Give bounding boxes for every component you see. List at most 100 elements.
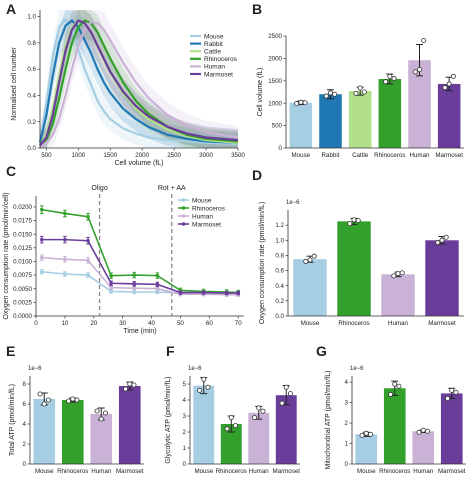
bar-marmoset [437,83,461,148]
x-tick-label: Rhinoceros [374,152,405,159]
y-axis-title-c: Oxygen consumption rate (pmol/min/cell) [3,192,10,319]
y-tick-label: 0.0200 [13,204,32,211]
y-tick-label: 0 [23,461,27,468]
y-tick-label: 4 [23,421,27,428]
x-tick-label: Human [91,468,112,475]
bar-marmoset [275,395,297,464]
series-line-mouse [38,18,239,146]
series-band-marmoset [40,10,238,148]
chart-f: Mouse Rhinoceros Human Marmoset 0 1 2 3 4 5 1e−6 Gl… [165,366,300,475]
data-point [197,387,203,393]
x-tick-label: 30 [119,320,126,327]
y-tick-label: 0.2 [275,298,284,305]
data-point [41,401,47,407]
x-tick-label: Rhinoceros [338,320,369,327]
x-tick-label: Mouse [301,320,320,327]
x-tick-label: 50 [177,320,184,327]
y-tick-label: 4 [183,397,187,404]
x-tick-label: 1500 [103,152,117,159]
data-point [252,415,258,421]
bar-cattle [348,91,372,148]
data-point [131,382,137,388]
bar-rhinoceros [378,79,402,148]
y-tick-label: 0 [279,145,283,152]
x-tick-label: Human [413,468,434,475]
bar-human [412,431,435,464]
x-tick-label: Marmoset [116,468,144,475]
x-tick-label: 40 [148,320,155,327]
chart-b: Mouse Rabbit Cattle Rhinoceros Human Marmoset… [257,33,464,159]
data-point [102,410,108,416]
y-tick-label: 1.2 [275,222,284,229]
data-point [351,217,357,223]
data-point [201,376,207,382]
y-tick-label: 500 [272,123,283,130]
chart-g: Mouse Rhinoceros Human Marmoset 0 1 2 3 4 1e−6 Mit… [325,366,466,475]
data-point [298,99,304,105]
data-point [355,218,361,224]
data-point [63,272,67,276]
chart-e: Mouse Rhinoceros Human Marmoset 0 2 4 6 8 1e−6 Tot… [9,366,144,475]
bar-rhinoceros [220,424,242,464]
data-point [363,430,369,436]
data-point [421,37,427,43]
data-point [228,415,234,421]
data-point [86,258,90,263]
y-tick-label: 0 [183,461,187,468]
data-point [327,90,333,96]
axis-exponent-e: 1e−6 [28,366,42,372]
y-tick-label: 4 [345,379,349,386]
data-point [442,85,448,91]
data-point [155,273,160,278]
axis-exponent-g: 1e−6 [350,366,364,372]
panel-letter-b: B [252,1,262,17]
bar-marmoset [425,240,459,316]
y-tick-label: 1500 [268,78,282,85]
treatment-label: Oligo [91,185,107,192]
legend-entry: Mouse [204,33,224,40]
bar-human [408,60,431,148]
x-tick-label: 20 [90,320,97,327]
data-point [98,416,104,422]
y-tick-label: 0.6 [275,268,284,275]
data-point [86,214,90,219]
data-point [450,73,456,79]
series-line-human [39,20,239,148]
legend-entry: Rabbit [204,41,223,48]
data-point [303,258,309,264]
x-tick-label: 0 [34,320,38,327]
y-tick-label: 0.0125 [13,245,32,252]
data-point [178,290,183,295]
data-point [205,384,211,390]
bar-mouse [355,434,378,464]
data-point [353,90,359,96]
series-line-rhinoceros [41,208,239,294]
data-point [127,381,133,387]
legend-marker [181,206,186,210]
bar-rabbit [319,94,342,148]
y-tick-label: 0.4 [27,93,36,100]
data-point [70,396,76,402]
data-point [449,387,455,393]
y-axis-title-e: Total ATP (pmol/min/fL) [9,384,16,456]
bar-mouse [293,259,327,316]
data-point [420,427,426,433]
y-tick-label: 1000 [268,100,282,107]
series-line-marmoset [39,19,239,147]
bar-human [248,412,270,464]
panel-letter-g: G [316,343,327,359]
panel-letter-c: C [6,163,16,179]
data-point [63,237,67,242]
x-tick-label: 10 [61,320,68,327]
data-point [155,282,160,287]
x-tick-label: 3500 [231,152,245,159]
x-tick-label: Rhinoceros [57,468,88,475]
series-line-mouse [41,271,239,295]
legend-entry: Rhinoceros [204,56,238,63]
y-tick-label: 3 [183,413,187,420]
data-point [74,397,80,403]
data-point [311,253,317,259]
data-point [396,383,402,389]
y-tick-label: 0.0075 [13,272,32,279]
